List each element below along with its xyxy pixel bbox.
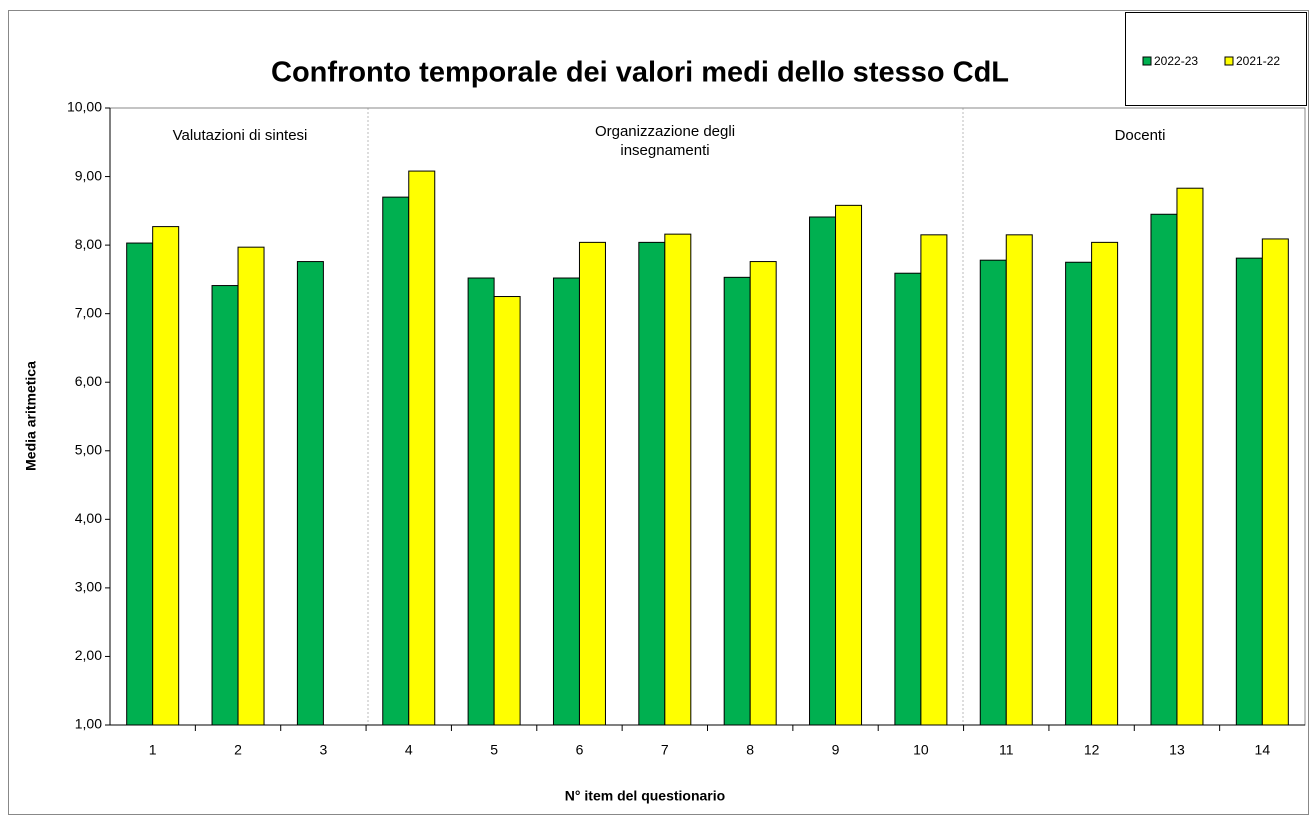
y-tick-label: 3,00 xyxy=(75,579,102,595)
bar xyxy=(809,216,837,726)
bar xyxy=(578,241,606,726)
bar xyxy=(638,241,666,726)
bar xyxy=(1261,238,1289,726)
y-tick-label: 6,00 xyxy=(75,373,102,389)
bar xyxy=(382,196,410,726)
x-tick-label: 2 xyxy=(234,742,242,758)
bar xyxy=(296,261,324,726)
bar xyxy=(1091,241,1119,726)
legend-swatch xyxy=(1224,56,1234,66)
bar xyxy=(894,272,922,726)
x-tick-label: 11 xyxy=(999,742,1014,758)
x-tick-label: 12 xyxy=(1084,742,1100,758)
section-label: Organizzazione degli insegnamenti xyxy=(594,123,736,159)
x-tick-label: 5 xyxy=(490,742,498,758)
y-tick-label: 1,00 xyxy=(75,716,102,732)
x-tick-label: 10 xyxy=(913,742,929,758)
legend-label: 2022-23 xyxy=(1154,54,1198,68)
y-tick-label: 4,00 xyxy=(75,510,102,526)
x-tick-label: 14 xyxy=(1255,742,1271,758)
bar xyxy=(152,226,180,726)
y-tick-label: 7,00 xyxy=(75,304,102,320)
y-tick-label: 5,00 xyxy=(75,441,102,457)
section-label: Valutazioni di sintesi xyxy=(172,127,308,144)
bar xyxy=(723,276,751,726)
y-axis-label: Media aritmetica xyxy=(23,361,39,471)
y-tick-label: 8,00 xyxy=(75,236,102,252)
y-tick-label: 9,00 xyxy=(75,167,102,183)
bar xyxy=(920,234,948,726)
bar xyxy=(1150,213,1178,726)
bar xyxy=(1235,257,1263,726)
bar xyxy=(467,277,495,726)
bar xyxy=(1005,234,1033,726)
x-tick-label: 7 xyxy=(661,742,669,758)
section-label: Docenti xyxy=(1114,127,1166,144)
x-tick-label: 4 xyxy=(405,742,413,758)
bar xyxy=(1065,261,1093,726)
x-tick-label: 3 xyxy=(319,742,327,758)
x-tick-label: 6 xyxy=(576,742,584,758)
x-tick-label: 1 xyxy=(149,742,157,758)
chart-title: Confronto temporale dei valori medi dell… xyxy=(271,57,1009,89)
bar xyxy=(408,170,436,726)
legend-box xyxy=(1125,12,1307,106)
x-tick-label: 13 xyxy=(1169,742,1185,758)
legend-label: 2021-22 xyxy=(1236,54,1280,68)
y-tick-label: 10,00 xyxy=(67,99,102,115)
bar xyxy=(552,277,580,726)
x-axis-label: N° item del questionario xyxy=(565,788,725,804)
bar xyxy=(237,246,265,726)
y-tick-label: 2,00 xyxy=(75,647,102,663)
legend-swatch xyxy=(1142,56,1152,66)
bar xyxy=(664,233,692,726)
bar xyxy=(126,242,154,726)
bar xyxy=(1176,187,1204,726)
bar xyxy=(749,261,777,726)
x-tick-label: 9 xyxy=(832,742,840,758)
bar xyxy=(979,259,1007,726)
x-tick-label: 8 xyxy=(746,742,754,758)
bar xyxy=(835,204,863,726)
bar xyxy=(211,285,239,726)
bar xyxy=(493,296,521,726)
